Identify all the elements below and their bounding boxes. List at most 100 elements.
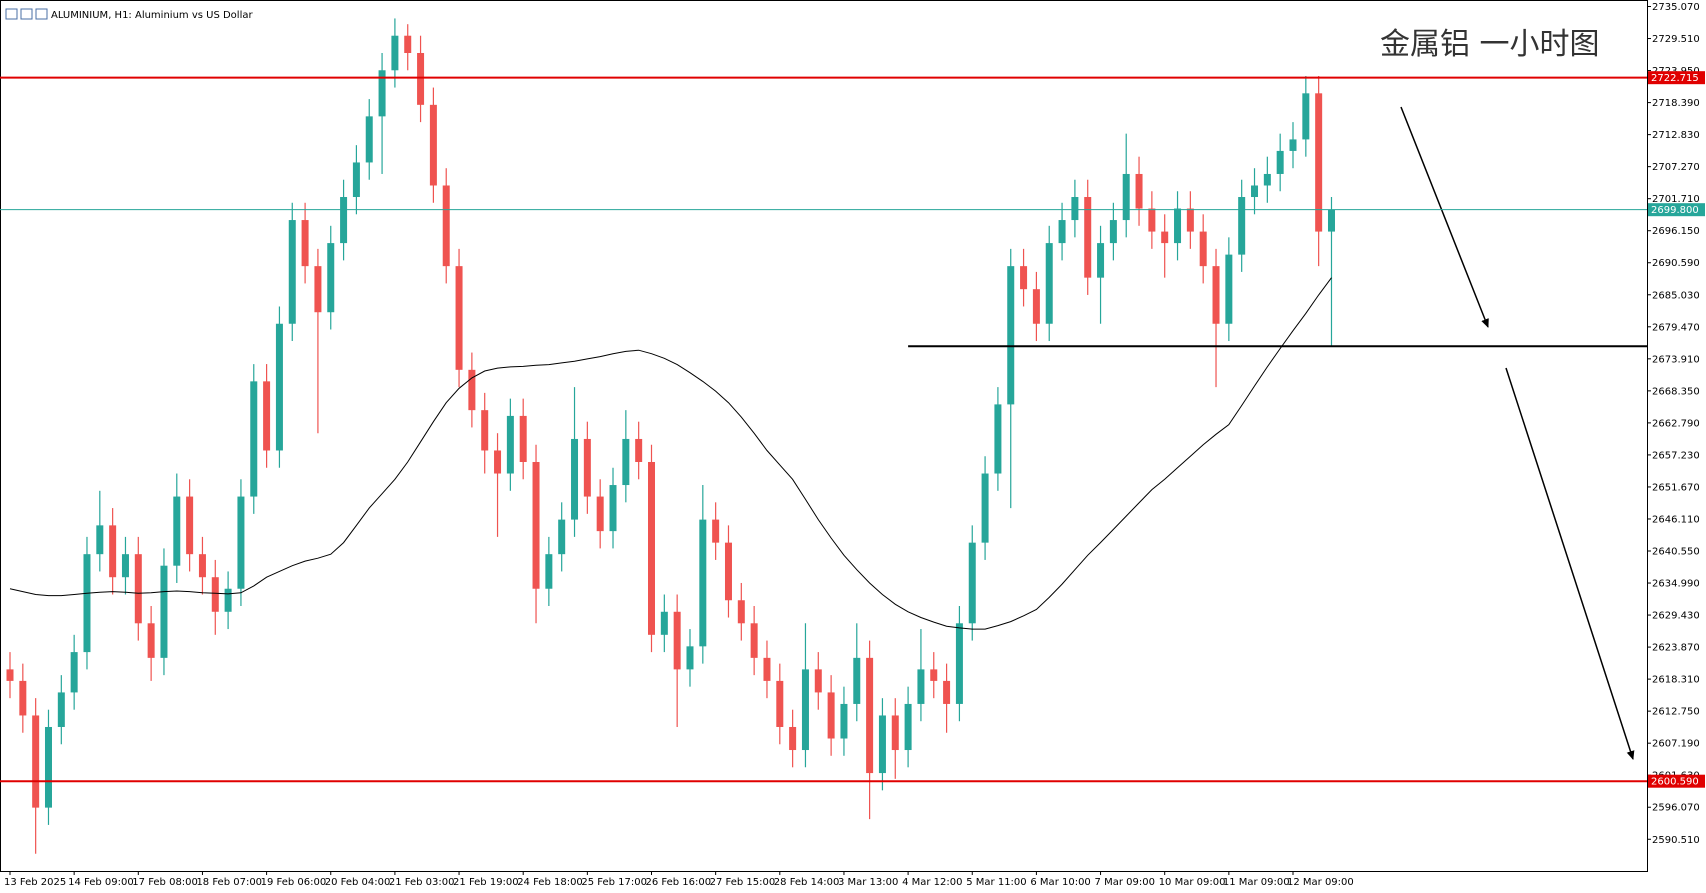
candle-body bbox=[853, 657, 861, 704]
candle-body bbox=[1212, 266, 1220, 324]
price-box-label: 2699.800 bbox=[1651, 205, 1699, 216]
candle-body bbox=[930, 669, 938, 681]
y-tick-label: 2612.750 bbox=[1652, 707, 1700, 718]
x-tick-label: 28 Feb 14:00 bbox=[774, 877, 840, 888]
candle-body bbox=[994, 404, 1002, 474]
y-tick-label: 2668.350 bbox=[1652, 386, 1700, 397]
candle-body bbox=[1161, 231, 1169, 244]
candle-body bbox=[622, 438, 630, 486]
candle-body bbox=[340, 197, 348, 244]
x-tick-label: 21 Feb 19:00 bbox=[453, 877, 519, 888]
icon bbox=[5, 8, 18, 20]
price-box bbox=[1648, 774, 1705, 788]
x-tick-label: 7 Mar 09:00 bbox=[1095, 877, 1155, 888]
y-tick-label: 2735.070 bbox=[1652, 2, 1700, 13]
candle-body bbox=[801, 669, 809, 751]
price-box-label: 2600.590 bbox=[1651, 777, 1699, 788]
y-tick-label: 2718.390 bbox=[1652, 98, 1700, 109]
candle-body bbox=[827, 692, 835, 739]
candle-body bbox=[19, 680, 27, 716]
y-tick-label: 2590.510 bbox=[1652, 835, 1700, 846]
candle-body bbox=[583, 438, 591, 497]
y-tick-label: 2679.470 bbox=[1652, 322, 1700, 333]
candle-body bbox=[365, 116, 373, 163]
y-tick-label: 2618.310 bbox=[1652, 675, 1700, 686]
x-tick-label: 13 Feb 2025 bbox=[4, 877, 66, 888]
candle-body bbox=[6, 669, 14, 681]
y-tick-label: 2701.710 bbox=[1652, 194, 1700, 205]
title-icons bbox=[5, 8, 48, 20]
y-tick-label: 2634.990 bbox=[1652, 579, 1700, 590]
candle-body bbox=[866, 657, 874, 774]
candle-body bbox=[1315, 93, 1323, 232]
candle-body bbox=[198, 554, 206, 578]
x-tick-label: 3 Mar 13:00 bbox=[838, 877, 898, 888]
x-tick-label: 24 Feb 18:00 bbox=[517, 877, 583, 888]
candle-body bbox=[558, 519, 566, 555]
candle-body bbox=[1186, 208, 1194, 232]
candle-body bbox=[776, 680, 784, 727]
candle-body bbox=[699, 519, 707, 647]
candle-body bbox=[263, 381, 271, 451]
candle-body bbox=[724, 542, 732, 601]
candle-body bbox=[83, 554, 91, 653]
candle-body bbox=[429, 104, 437, 186]
y-tick-label: 2712.830 bbox=[1652, 130, 1700, 141]
candle-body bbox=[1109, 220, 1117, 244]
candle-body bbox=[186, 496, 194, 555]
candle-body bbox=[1276, 150, 1284, 174]
candle-body bbox=[121, 554, 129, 578]
x-tick-label: 20 Feb 04:00 bbox=[325, 877, 391, 888]
candle-body bbox=[763, 657, 771, 681]
x-tick-label: 4 Mar 12:00 bbox=[902, 877, 962, 888]
y-tick-label: 2673.910 bbox=[1652, 354, 1700, 365]
candle-body bbox=[968, 542, 976, 624]
y-tick-label: 2629.430 bbox=[1652, 611, 1700, 622]
x-tick-label: 27 Feb 15:00 bbox=[710, 877, 776, 888]
candle-body bbox=[750, 623, 758, 658]
candle-body bbox=[981, 473, 989, 543]
candle-body bbox=[327, 243, 335, 313]
y-tick-label: 2707.270 bbox=[1652, 162, 1700, 173]
candle-body bbox=[1058, 220, 1066, 244]
icon bbox=[20, 8, 33, 20]
candle-body bbox=[712, 519, 720, 543]
y-tick-label: 2623.870 bbox=[1652, 643, 1700, 654]
candle-body bbox=[878, 715, 886, 774]
candle-body bbox=[955, 623, 963, 704]
candle-body bbox=[1238, 197, 1246, 255]
candle-body bbox=[673, 611, 681, 670]
candle-body bbox=[237, 496, 245, 589]
candle-body bbox=[532, 461, 540, 589]
candle-body bbox=[1148, 208, 1156, 232]
y-tick-label: 2596.070 bbox=[1652, 803, 1700, 814]
candle-body bbox=[442, 185, 450, 267]
x-tick-label: 14 Feb 09:00 bbox=[68, 877, 134, 888]
candle-body bbox=[173, 496, 181, 566]
candle-body bbox=[378, 70, 386, 117]
candle-body bbox=[314, 266, 322, 313]
candle-body bbox=[301, 220, 309, 267]
candle-body bbox=[224, 588, 232, 612]
price-box bbox=[1648, 203, 1705, 217]
candle-body bbox=[404, 35, 412, 53]
candle-body bbox=[1199, 231, 1207, 267]
x-tick-label: 25 Feb 17:00 bbox=[581, 877, 647, 888]
candle-body bbox=[840, 703, 848, 739]
candle-body bbox=[57, 692, 65, 727]
x-tick-label: 5 Mar 11:00 bbox=[966, 877, 1026, 888]
y-tick-label: 2657.230 bbox=[1652, 450, 1700, 461]
candle-body bbox=[1084, 197, 1092, 278]
y-tick-label: 2646.110 bbox=[1652, 514, 1700, 525]
annotation: 金属铝 一小时图 bbox=[1380, 27, 1600, 62]
candle-body bbox=[596, 496, 604, 532]
candle-body bbox=[1122, 173, 1130, 221]
candle-body bbox=[609, 485, 617, 532]
candle-body bbox=[1045, 243, 1053, 324]
candle-body bbox=[1071, 197, 1079, 221]
y-tick-label: 2640.550 bbox=[1652, 546, 1700, 557]
candle-body bbox=[70, 652, 78, 693]
arrow bbox=[1400, 106, 1489, 328]
candle-body bbox=[1020, 266, 1028, 290]
